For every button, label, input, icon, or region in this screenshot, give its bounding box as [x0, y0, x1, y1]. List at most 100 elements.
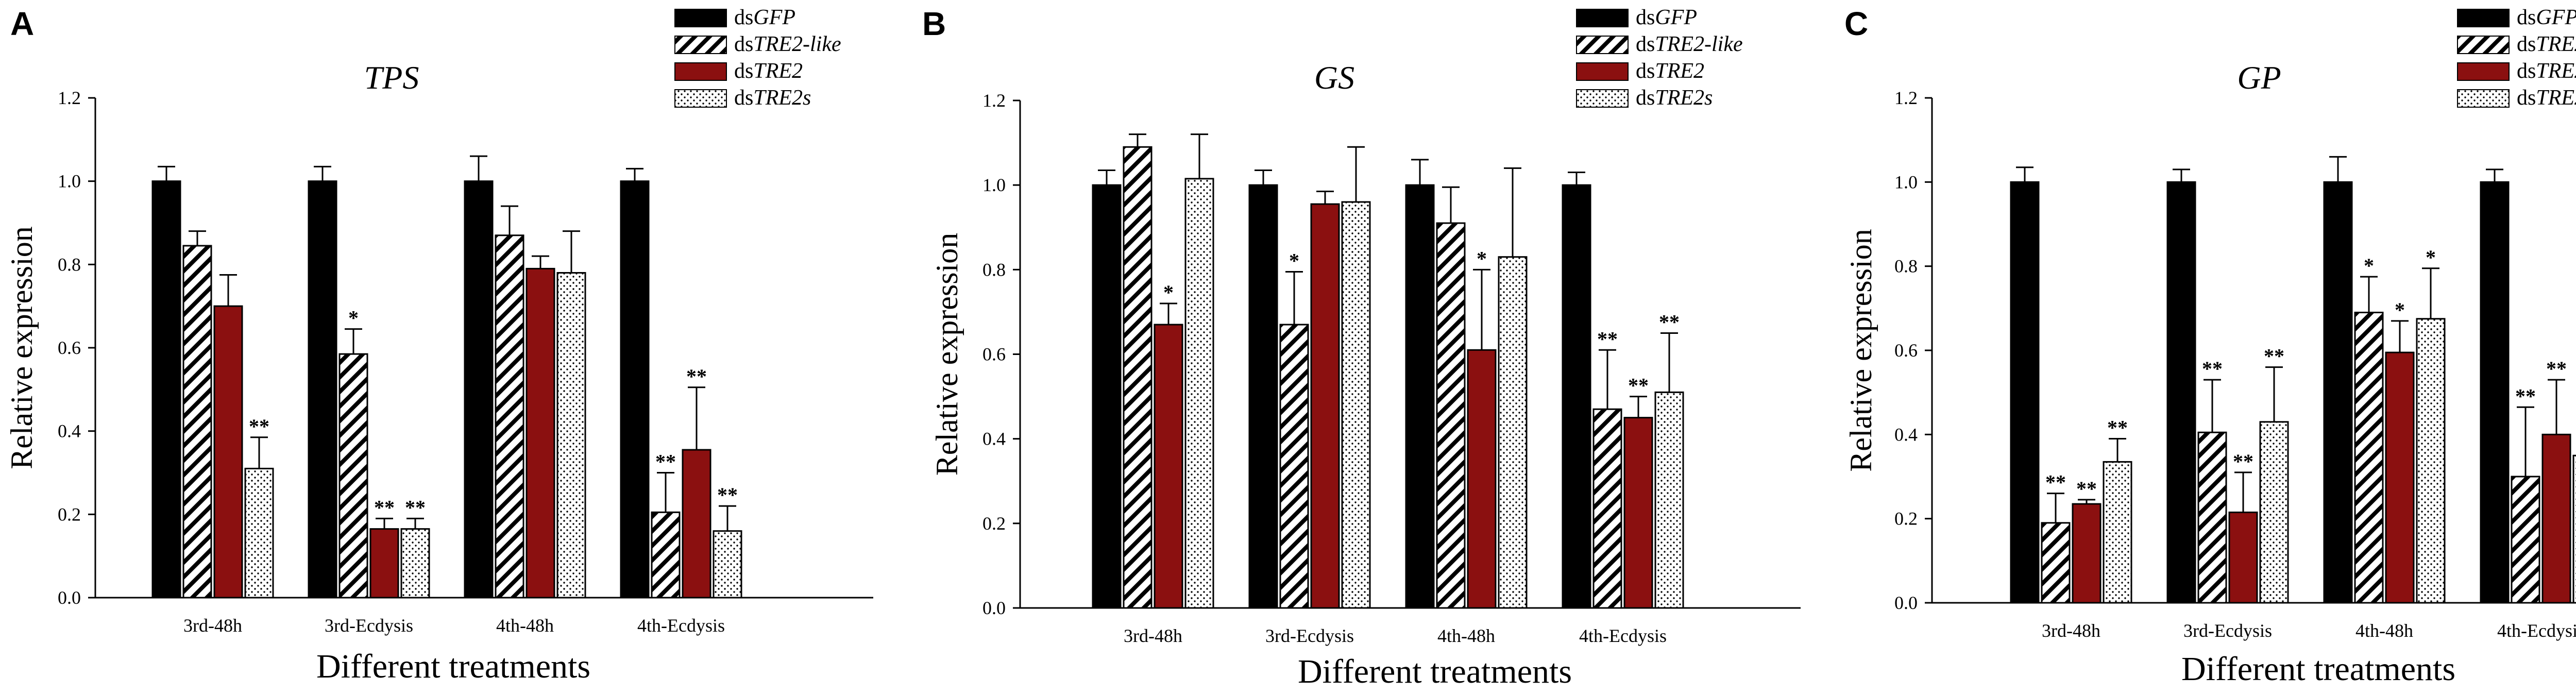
- legend-gene: TRE2-like: [2536, 32, 2576, 56]
- legend-label: dsTRE2: [734, 59, 803, 83]
- bar: [2228, 511, 2258, 604]
- panel-letter: A: [10, 5, 34, 42]
- significance-label: *: [1477, 247, 1487, 270]
- significance-label: **: [717, 483, 738, 506]
- legend-label: dsTRE2-like: [1636, 32, 1743, 56]
- y-tick-label: 1.0: [58, 171, 81, 192]
- significance-label: **: [249, 415, 269, 438]
- significance-label: **: [2546, 357, 2567, 380]
- y-tick-label: 0.8: [1894, 256, 1918, 277]
- bar: [1092, 184, 1122, 609]
- legend-gene: TRE2: [1655, 59, 1704, 83]
- legend-gene: TRE2-like: [1655, 32, 1742, 56]
- significance-label: *: [2426, 246, 2436, 269]
- panel-letter: C: [1844, 5, 1868, 42]
- y-tick-label: 1.2: [1894, 88, 1918, 108]
- legend-gene: TRE2-like: [753, 32, 841, 56]
- bar: [2354, 312, 2384, 604]
- panel-letter: B: [922, 5, 946, 42]
- panel-C: C 0.0 0.2 0.4 0.6 0.8 1.0 1.2 Relative expressio…: [1844, 5, 2576, 688]
- legend-swatch: [2457, 9, 2510, 27]
- legend-label: dsTRE2s: [1636, 86, 1713, 110]
- y-tick-label: 0.4: [58, 421, 81, 442]
- legend: dsGFP dsTRE2-like dsTRE2 dsTRE2s: [674, 6, 841, 110]
- bar: [620, 180, 650, 599]
- x-tick-label: 4th-48h: [496, 615, 554, 636]
- bar: [1279, 324, 1309, 609]
- y-axis-label: Relative expression: [5, 226, 39, 469]
- bar: [1562, 184, 1591, 609]
- legend-gene: TRE2: [2536, 59, 2576, 83]
- legend-gene: TRE2s: [2536, 86, 2576, 110]
- legend-swatch: [674, 89, 727, 108]
- y-tick-label: 1.0: [1894, 172, 1918, 192]
- y-axis-label: Relative expression: [1844, 229, 1878, 472]
- bar: [400, 528, 430, 599]
- bar: [1592, 408, 1622, 609]
- significance-label: **: [655, 450, 676, 473]
- bar: [2385, 351, 2415, 604]
- x-tick-label: 3rd-Ecdysis: [1265, 625, 1354, 646]
- legend-prefix: ds: [1636, 6, 1655, 29]
- significance-label: **: [1628, 374, 1649, 397]
- bar: [1623, 417, 1653, 609]
- bar: [526, 267, 555, 599]
- legend-label: dsGFP: [1636, 6, 1697, 29]
- bar: [1154, 324, 1183, 609]
- bar: [495, 234, 524, 599]
- legend-swatch: [1576, 36, 1629, 54]
- legend-prefix: ds: [2517, 32, 2536, 56]
- significance-label: **: [2515, 384, 2536, 408]
- bar: [464, 180, 494, 599]
- bar: [308, 180, 337, 599]
- significance-label: *: [2364, 254, 2374, 277]
- significance-label: **: [1659, 310, 1680, 333]
- legend-swatch: [674, 62, 727, 81]
- x-tick-label: 4th-48h: [2355, 620, 2413, 641]
- legend-label: dsTRE2s: [2517, 86, 2576, 110]
- bar: [1184, 178, 1214, 609]
- y-tick-label: 1.2: [982, 90, 1006, 111]
- bar: [1248, 184, 1278, 609]
- legend-prefix: ds: [2517, 6, 2536, 29]
- bar: [556, 272, 586, 599]
- bar: [2072, 503, 2102, 604]
- legend-prefix: ds: [2517, 86, 2536, 110]
- significance-label: **: [2076, 477, 2097, 500]
- bar: [2041, 522, 2071, 604]
- legend-gene: GFP: [1655, 6, 1697, 29]
- legend-label: dsGFP: [734, 6, 795, 29]
- bar: [182, 245, 212, 599]
- bar: [2103, 461, 2132, 604]
- legend-prefix: ds: [734, 32, 753, 56]
- legend-gene: TRE2: [753, 59, 803, 83]
- x-tick-label: 3rd-48h: [1124, 625, 1182, 646]
- legend-label: dsTRE2: [1636, 59, 1704, 83]
- bar: [2259, 421, 2289, 604]
- bar: [1405, 184, 1435, 609]
- panel-title: GP: [2237, 59, 2281, 96]
- bar: [369, 528, 399, 599]
- significance-label: **: [686, 365, 707, 388]
- bar: [651, 511, 681, 599]
- significance-label: **: [2202, 357, 2223, 380]
- legend-label: dsTRE2s: [734, 86, 811, 110]
- panel-title: GS: [1314, 59, 1354, 96]
- significance-label: *: [348, 307, 359, 330]
- legend-swatch: [1576, 89, 1629, 108]
- bar: [713, 530, 742, 599]
- panel-title: TPS: [364, 59, 419, 96]
- y-tick-label: 0.2: [982, 513, 1006, 534]
- bar: [2323, 181, 2353, 604]
- x-tick-label: 3rd-48h: [2042, 620, 2100, 641]
- legend-label: dsTRE2-like: [2517, 32, 2576, 56]
- legend-swatch: [674, 9, 727, 27]
- panel-B: B 0.0 0.2 0.4 0.6 0.8 1.0 1.2 Relative expressio…: [922, 5, 1801, 690]
- x-axis-label: Different treatments: [1298, 653, 1572, 690]
- legend-prefix: ds: [1636, 32, 1655, 56]
- panel-A: A 0.0 0.2 0.4 0.6 0.8 1.0 1.2 Relative expressio…: [5, 5, 873, 685]
- x-tick-label: 3rd-Ecdysis: [2183, 620, 2272, 641]
- bar: [2541, 433, 2571, 604]
- significance-label: **: [2264, 345, 2284, 368]
